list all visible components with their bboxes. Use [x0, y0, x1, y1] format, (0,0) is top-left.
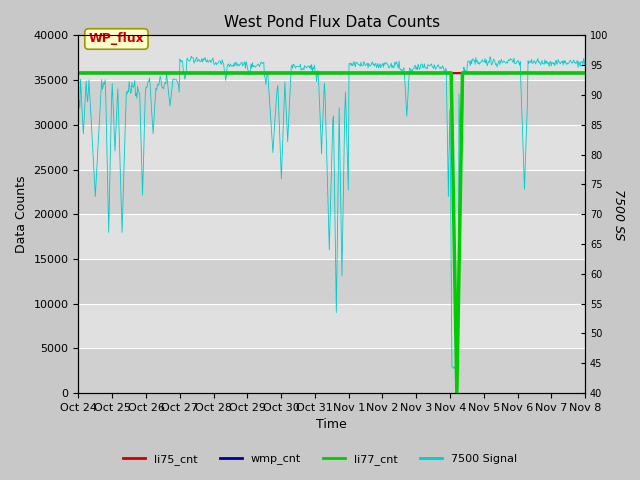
Bar [79, 169, 585, 214]
Bar [79, 36, 585, 80]
Bar [79, 304, 585, 348]
Bar [79, 214, 585, 259]
Y-axis label: 7500 SS: 7500 SS [612, 189, 625, 240]
X-axis label: Time: Time [316, 419, 347, 432]
Title: West Pond Flux Data Counts: West Pond Flux Data Counts [224, 15, 440, 30]
Bar [79, 80, 585, 125]
Legend: li75_cnt, wmp_cnt, li77_cnt, 7500 Signal: li75_cnt, wmp_cnt, li77_cnt, 7500 Signal [118, 450, 522, 469]
Bar [79, 348, 585, 393]
Bar [79, 125, 585, 169]
Bar [79, 259, 585, 304]
Text: WP_flux: WP_flux [88, 33, 144, 46]
Y-axis label: Data Counts: Data Counts [15, 176, 28, 253]
